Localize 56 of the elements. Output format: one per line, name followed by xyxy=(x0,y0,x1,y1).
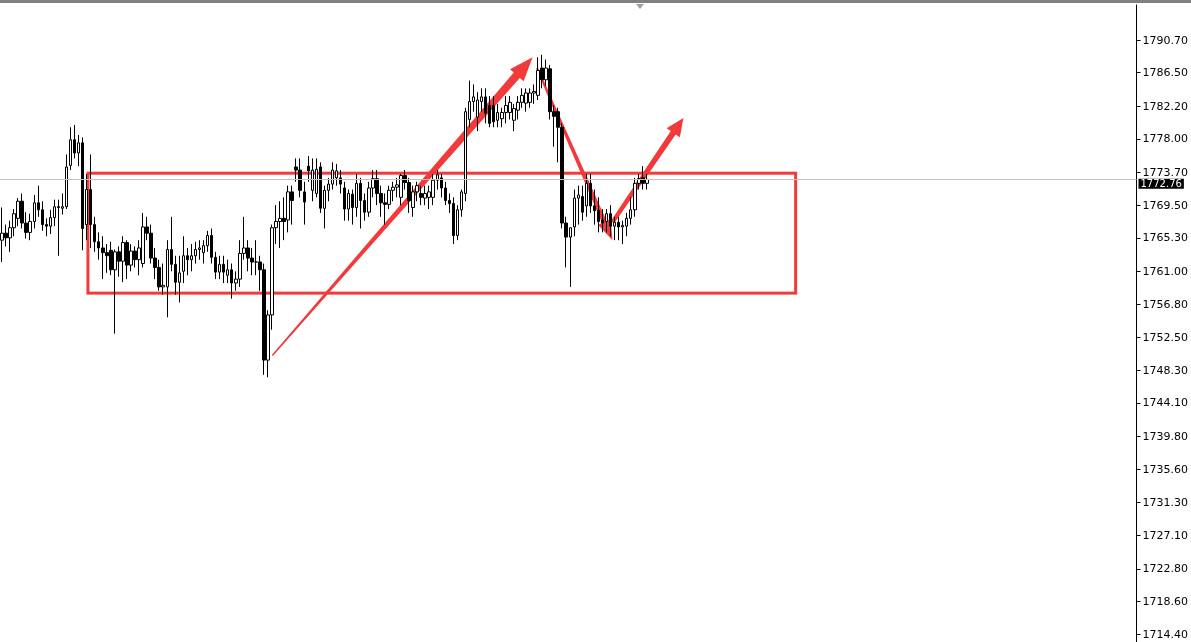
candlestick xyxy=(101,235,105,280)
candlestick xyxy=(298,157,302,198)
y-tick-label: 1765.30 xyxy=(1142,231,1189,245)
y-tick-label: 1752.50 xyxy=(1142,331,1189,345)
candlestick xyxy=(528,87,532,109)
y-tick-label: 1761.00 xyxy=(1142,264,1189,278)
ref-line-label: 1772.76 xyxy=(1140,178,1182,190)
y-tick-label: 1731.30 xyxy=(1142,496,1189,510)
candlestick xyxy=(0,206,4,263)
candlestick xyxy=(278,200,282,249)
candlestick xyxy=(423,185,427,206)
y-tick-label: 1722.80 xyxy=(1142,562,1189,576)
candlestick xyxy=(484,87,487,124)
candlestick xyxy=(617,216,620,241)
y-tick-label: 1786.50 xyxy=(1142,66,1189,80)
candlestick xyxy=(222,255,225,284)
candlestick xyxy=(452,196,455,245)
candlestick xyxy=(605,208,608,233)
candlestick xyxy=(65,154,68,210)
y-tick-label: 1727.10 xyxy=(1142,528,1189,542)
y-tick-label: 1790.70 xyxy=(1142,33,1189,47)
y-tick-label: 1744.10 xyxy=(1142,396,1189,410)
candlestick xyxy=(641,165,645,191)
y-tick-label: 1714.40 xyxy=(1142,627,1189,641)
y-tick-label: 1756.80 xyxy=(1142,297,1189,311)
candlestick xyxy=(198,239,201,261)
y-tick-label: 1782.20 xyxy=(1142,99,1189,113)
candlestick xyxy=(121,235,125,283)
candlestick xyxy=(399,173,403,206)
candlestick xyxy=(303,181,306,226)
candlestick xyxy=(182,235,185,284)
candlestick xyxy=(81,136,84,251)
candlestick xyxy=(190,243,193,272)
candlestick xyxy=(343,181,346,222)
candlestick xyxy=(431,173,435,206)
y-tick-label: 1739.80 xyxy=(1142,429,1189,443)
y-tick-label: 1778.00 xyxy=(1142,132,1189,146)
candlestick xyxy=(536,56,540,101)
candlestick xyxy=(178,255,181,303)
y-tick-label: 1769.50 xyxy=(1142,198,1189,212)
candlestick xyxy=(492,95,495,128)
candlestick xyxy=(218,255,221,280)
candlestick xyxy=(504,95,508,124)
y-tick-label: 1735.60 xyxy=(1142,462,1189,476)
candlestick xyxy=(419,185,423,206)
y-tick-label: 1748.30 xyxy=(1142,363,1189,377)
candlestick xyxy=(585,173,588,218)
candlestick xyxy=(89,154,92,249)
y-tick-label: 1773.70 xyxy=(1142,165,1189,179)
candlestick xyxy=(125,239,129,280)
candlestick xyxy=(524,87,528,113)
candlestick xyxy=(69,126,72,171)
candlestick xyxy=(359,177,362,229)
y-tick-label: 1718.60 xyxy=(1142,595,1189,609)
candlestick xyxy=(311,157,314,202)
candlestick xyxy=(609,204,612,237)
